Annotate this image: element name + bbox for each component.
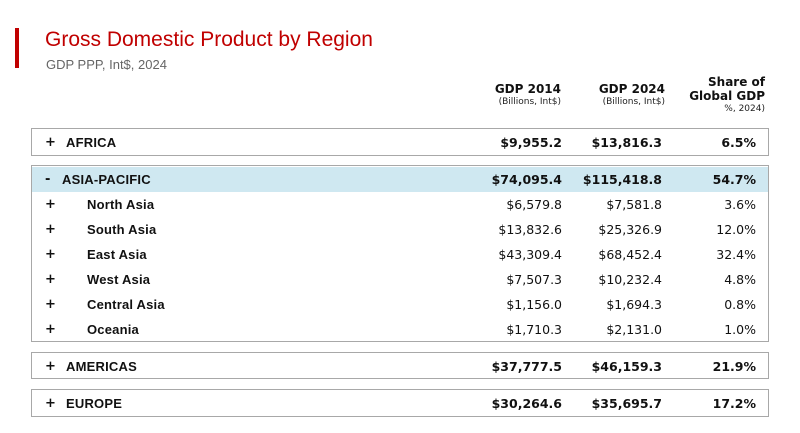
column-header-label: GDP 2024 [598,82,665,96]
column-header-share: Share of Global GDP %, 2024) [665,75,765,115]
gdp-2014-value: $7,507.3 [506,272,562,287]
page-title: Gross Domestic Product by Region [45,28,373,51]
expand-toggle[interactable]: + [45,222,56,237]
column-header-label: GDP 2014 [494,82,561,96]
share-value: 12.0% [716,222,756,237]
share-value: 32.4% [716,247,756,262]
table-row-west-asia[interactable]: + West Asia $7,507.3 $10,232.4 4.8% [32,267,768,292]
column-header-gdp-2024: GDP 2024 (Billions, Int$) [560,82,665,108]
region-group-africa: + AFRICA $9,955.2 $13,816.3 6.5% [31,128,769,156]
title-accent-bar [15,28,19,68]
table-row-oceania[interactable]: + Oceania $1,710.3 $2,131.0 1.0% [32,317,768,342]
region-name: AFRICA [66,135,117,150]
share-value: 4.8% [724,272,756,287]
subregion-name: North Asia [87,197,155,212]
expand-toggle[interactable]: + [45,359,56,374]
subregion-name: West Asia [87,272,151,287]
share-value: 3.6% [724,197,756,212]
table-row-south-asia[interactable]: + South Asia $13,832.6 $25,326.9 12.0% [32,217,768,242]
expand-toggle[interactable]: + [45,396,56,411]
expand-toggle[interactable]: + [45,322,56,337]
column-header-unit: %, 2024) [724,104,765,114]
share-value: 1.0% [724,322,756,337]
gdp-2014-value: $1,156.0 [506,297,562,312]
column-header-label-line2: Global GDP [689,89,765,103]
table-row-asia-pacific[interactable]: - ASIA-PACIFIC $74,095.4 $115,418.8 54.7… [32,167,768,192]
gdp-2024-value: $25,326.9 [598,222,662,237]
expand-toggle[interactable]: + [45,135,56,150]
column-header-unit: (Billions, Int$) [602,97,665,107]
region-name: ASIA-PACIFIC [62,172,151,187]
column-header-label-line1: Share of [708,75,765,89]
share-value: 0.8% [724,297,756,312]
gdp-2014-value: $37,777.5 [491,359,562,374]
region-name: AMERICAS [66,359,137,374]
gdp-2014-value: $43,309.4 [498,247,562,262]
gdp-2014-value: $6,579.8 [506,197,562,212]
gdp-2014-value: $1,710.3 [506,322,562,337]
subregion-name: East Asia [87,247,147,262]
gdp-2024-value: $1,694.3 [606,297,662,312]
gdp-2014-value: $30,264.6 [491,396,562,411]
page-subtitle: GDP PPP, Int$, 2024 [46,57,167,72]
share-value: 6.5% [721,135,756,150]
gdp-2024-value: $68,452.4 [598,247,662,262]
subregion-name: Oceania [87,322,139,337]
gdp-2024-value: $7,581.8 [606,197,662,212]
gdp-2024-value: $46,159.3 [591,359,662,374]
expand-toggle[interactable]: + [45,272,56,287]
subregion-name: South Asia [87,222,157,237]
collapse-toggle[interactable]: - [45,172,51,187]
gdp-2014-value: $13,832.6 [498,222,562,237]
expand-toggle[interactable]: + [45,197,56,212]
column-header-gdp-2014: GDP 2014 (Billions, Int$) [440,82,561,108]
share-value: 54.7% [712,172,756,187]
table-row-north-asia[interactable]: + North Asia $6,579.8 $7,581.8 3.6% [32,192,768,217]
table-row-central-asia[interactable]: + Central Asia $1,156.0 $1,694.3 0.8% [32,292,768,317]
gdp-2024-value: $10,232.4 [598,272,662,287]
table-row-east-asia[interactable]: + East Asia $43,309.4 $68,452.4 32.4% [32,242,768,267]
subregion-name: Central Asia [87,297,165,312]
gdp-2024-value: $13,816.3 [591,135,662,150]
share-value: 21.9% [712,359,756,374]
table-row-africa[interactable]: + AFRICA $9,955.2 $13,816.3 6.5% [32,130,768,155]
table-row-europe[interactable]: + EUROPE $30,264.6 $35,695.7 17.2% [32,391,768,416]
region-group-europe: + EUROPE $30,264.6 $35,695.7 17.2% [31,389,769,417]
table-row-americas[interactable]: + AMERICAS $37,777.5 $46,159.3 21.9% [32,354,768,379]
gdp-2014-value: $9,955.2 [500,135,562,150]
gdp-2014-value: $74,095.4 [491,172,562,187]
expand-toggle[interactable]: + [45,247,56,262]
region-name: EUROPE [66,396,123,411]
region-group-americas: + AMERICAS $37,777.5 $46,159.3 21.9% [31,352,769,379]
share-value: 17.2% [712,396,756,411]
column-header-unit: (Billions, Int$) [498,97,561,107]
region-group-asia-pacific: - ASIA-PACIFIC $74,095.4 $115,418.8 54.7… [31,165,769,342]
expand-toggle[interactable]: + [45,297,56,312]
gdp-2024-value: $2,131.0 [606,322,662,337]
gdp-2024-value: $35,695.7 [591,396,662,411]
gdp-2024-value: $115,418.8 [582,172,662,187]
